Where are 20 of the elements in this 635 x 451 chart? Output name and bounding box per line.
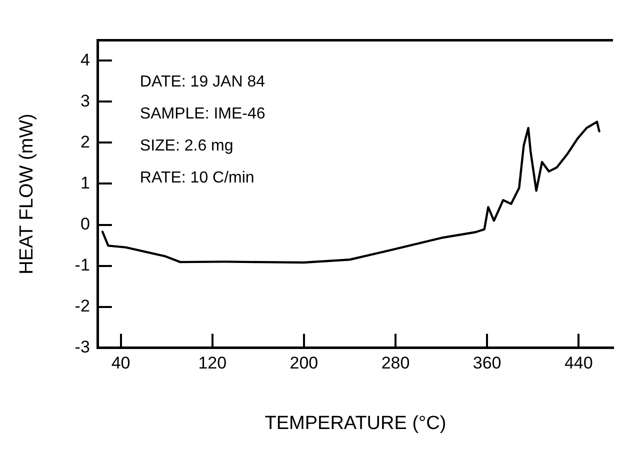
y-tick-label: 0 <box>80 214 90 234</box>
x-tick-label: 360 <box>472 354 502 373</box>
y-tick-label: 1 <box>80 173 90 192</box>
y-tick-label: -2 <box>74 296 90 316</box>
y-tick-label: 2 <box>80 132 90 152</box>
y-tick-label: 3 <box>80 91 90 110</box>
y-tick-label: 4 <box>80 50 90 70</box>
annotation: SAMPLE: IME-46 <box>140 106 266 123</box>
x-axis-title: TEMPERATURE (°C) <box>264 412 446 434</box>
x-tick-label: 280 <box>381 354 410 373</box>
annotation: SIZE: 2.6 mg <box>140 138 234 155</box>
x-tick-label: 440 <box>564 354 593 373</box>
y-tick-label: -3 <box>74 337 90 356</box>
y-tick-label: -1 <box>74 255 90 274</box>
annotation: RATE: 10 C/min <box>140 170 254 187</box>
x-tick-label: 200 <box>290 354 318 373</box>
x-tick-label: 120 <box>198 354 227 373</box>
y-axis-title: HEAT FLOW (mW) <box>16 114 38 274</box>
annotation: DATE: 19 JAN 84 <box>140 74 266 91</box>
x-tick-label: 40 <box>111 354 130 373</box>
